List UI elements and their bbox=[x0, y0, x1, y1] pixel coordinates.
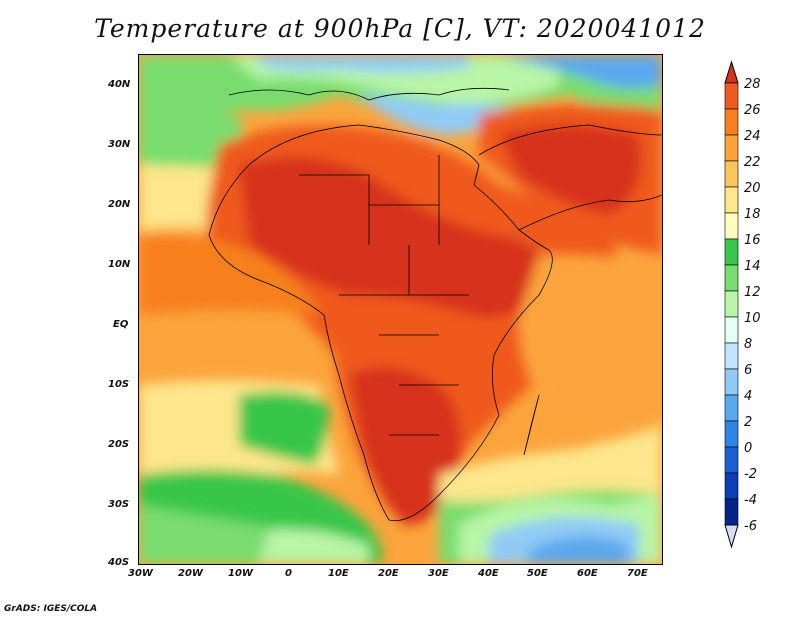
lon-tick: 20E bbox=[378, 568, 399, 579]
colorbar-swatch bbox=[724, 264, 739, 292]
lon-tick: 40E bbox=[478, 568, 499, 579]
chart-title: Temperature at 900hPa [C], VT: 202004101… bbox=[94, 14, 706, 43]
lat-tick: 40N bbox=[108, 79, 131, 90]
colorbar-swatch bbox=[724, 82, 739, 110]
lon-tick: 50E bbox=[527, 568, 548, 579]
lat-tick: 20N bbox=[108, 199, 131, 210]
colorbar-label: 28 bbox=[744, 77, 761, 92]
colorbar-label: 22 bbox=[744, 155, 761, 170]
colorbar-swatch bbox=[724, 238, 739, 266]
lon-tick: 10E bbox=[328, 568, 349, 579]
colorbar-label: 2 bbox=[744, 415, 753, 430]
lat-tick: 10N bbox=[108, 259, 131, 270]
colorbar-label: 26 bbox=[744, 103, 761, 118]
colorbar-swatch bbox=[724, 290, 739, 318]
lat-tick: 20S bbox=[108, 439, 130, 450]
map-area bbox=[138, 54, 663, 565]
colorbar-swatch bbox=[724, 472, 739, 500]
colorbar-label: -4 bbox=[744, 493, 757, 508]
lat-tick: 40S bbox=[108, 557, 130, 568]
colorbar-label: 24 bbox=[744, 129, 761, 144]
temperature-field bbox=[139, 55, 662, 564]
lon-tick: 30E bbox=[428, 568, 449, 579]
colorbar-top-triangle bbox=[724, 60, 739, 84]
lon-tick: 60E bbox=[577, 568, 598, 579]
colorbar-swatch bbox=[724, 186, 739, 214]
lat-tick: 30N bbox=[108, 139, 131, 150]
colorbar-swatch bbox=[724, 446, 739, 474]
colorbar-swatch bbox=[724, 498, 739, 526]
lon-tick: 0 bbox=[285, 568, 292, 579]
colorbar-label: 10 bbox=[744, 311, 761, 326]
colorbar-label: 8 bbox=[744, 337, 753, 352]
colorbar-swatch bbox=[724, 212, 739, 240]
colorbar-label: 0 bbox=[744, 441, 753, 456]
colorbar-swatch bbox=[724, 342, 739, 370]
colorbar-swatch bbox=[724, 108, 739, 136]
lon-tick: 20W bbox=[178, 568, 203, 579]
colorbar-label: -6 bbox=[744, 519, 757, 534]
colorbar-swatch bbox=[724, 316, 739, 344]
colorbar-swatch bbox=[724, 368, 739, 396]
colorbar-label: -2 bbox=[744, 467, 757, 482]
lon-tick: 70E bbox=[627, 568, 648, 579]
lon-tick: 30W bbox=[128, 568, 153, 579]
colorbar-swatch bbox=[724, 160, 739, 188]
colorbar-label: 20 bbox=[744, 181, 761, 196]
colorbar-swatch bbox=[724, 420, 739, 448]
colorbar-swatch bbox=[724, 394, 739, 422]
lat-tick: EQ bbox=[113, 319, 129, 330]
colorbar-bottom-triangle bbox=[724, 524, 739, 549]
lat-tick: 30S bbox=[108, 499, 130, 510]
colorbar-label: 4 bbox=[744, 389, 753, 404]
lat-tick: 10S bbox=[108, 379, 130, 390]
colorbar bbox=[724, 60, 739, 549]
colorbar-swatch bbox=[724, 134, 739, 162]
colorbar-label: 12 bbox=[744, 285, 761, 300]
colorbar-label: 16 bbox=[744, 233, 761, 248]
colorbar-label: 18 bbox=[744, 207, 761, 222]
colorbar-label: 14 bbox=[744, 259, 761, 274]
footer-credit: GrADS: IGES/COLA bbox=[4, 604, 98, 614]
colorbar-label: 6 bbox=[744, 363, 753, 378]
lon-tick: 10W bbox=[228, 568, 253, 579]
